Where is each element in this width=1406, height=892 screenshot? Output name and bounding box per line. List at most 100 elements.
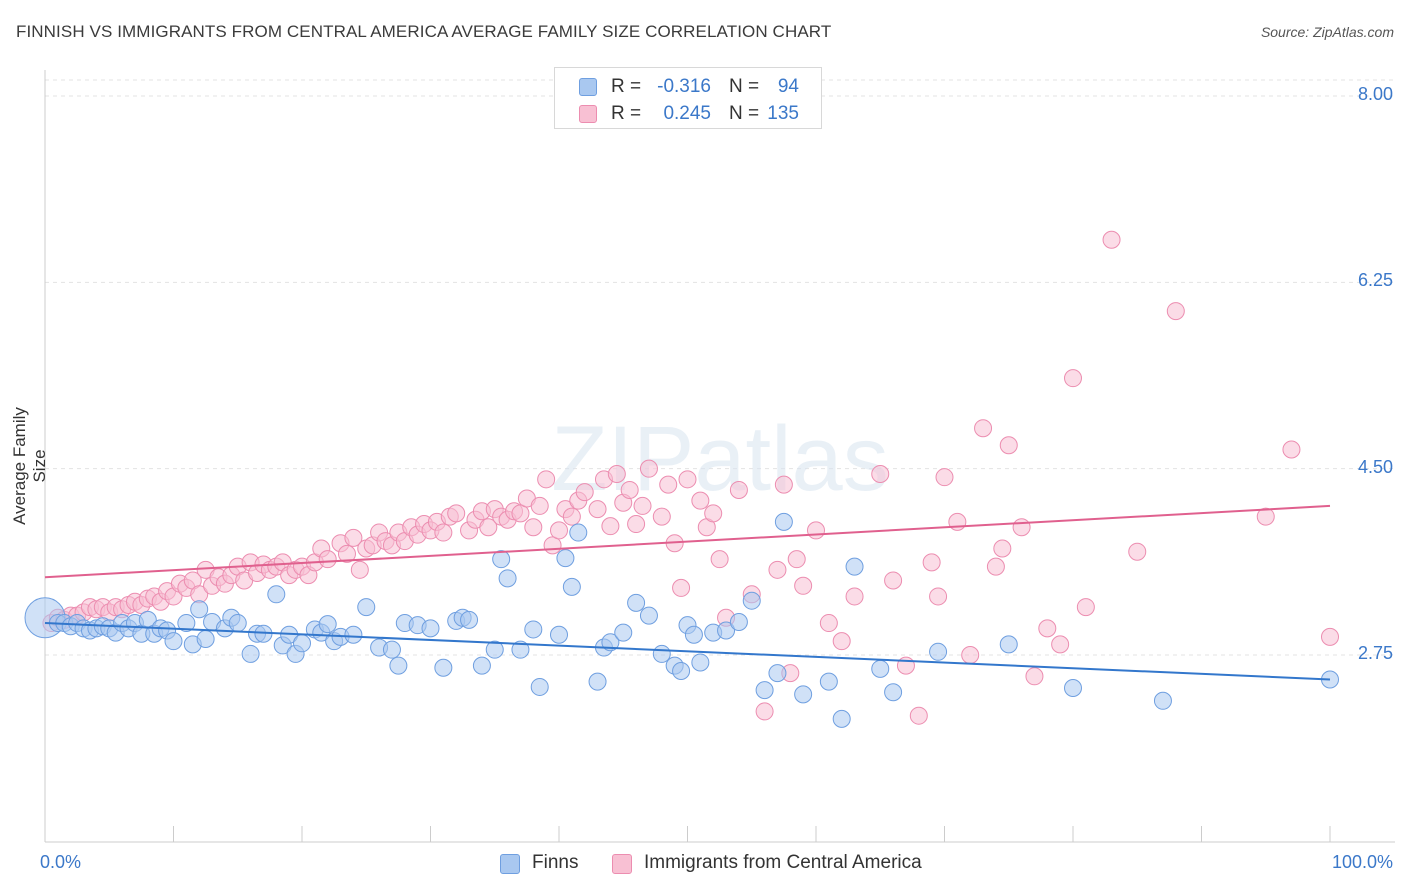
finns-point: [672, 661, 691, 680]
immigrants-swatch: [579, 105, 597, 123]
immigrants-point: [620, 480, 639, 499]
chart-title: FINNISH VS IMMIGRANTS FROM CENTRAL AMERI…: [16, 22, 832, 41]
finns-point: [460, 610, 479, 629]
immigrants-point: [434, 523, 453, 542]
immigrants-point: [710, 550, 729, 569]
immigrants-point: [627, 515, 646, 534]
r-label: R =: [611, 103, 642, 124]
finns-swatch: [579, 78, 597, 96]
finns-point: [742, 591, 761, 610]
series-immigrants-central-america: [42, 230, 1339, 725]
immigrants-point: [1051, 635, 1070, 654]
immigrants-point: [1012, 518, 1031, 537]
finns-point: [884, 683, 903, 702]
finns-point: [684, 625, 703, 644]
finns-point: [190, 600, 209, 619]
immigrants-point: [1282, 440, 1301, 459]
immigrants-point: [774, 475, 793, 494]
n-value: 135: [767, 103, 799, 124]
immigrants-point: [1102, 230, 1121, 249]
immigrants-point: [974, 419, 993, 438]
axes: [44, 70, 1395, 843]
n-label: N =: [729, 76, 760, 97]
finns-point: [550, 625, 568, 644]
r-value: -0.316: [657, 76, 711, 97]
x-tick-label-min: 0.0%: [40, 852, 82, 872]
source-note: Source: ZipAtlas.com: [1260, 24, 1394, 40]
immigrants-point: [755, 702, 774, 721]
immigrants-point: [1076, 598, 1095, 617]
immigrants-point: [999, 436, 1018, 455]
finns-point: [524, 620, 543, 639]
immigrants-point: [575, 483, 594, 502]
immigrants-point: [601, 517, 620, 536]
n-value: 94: [777, 76, 799, 97]
finns-point: [241, 644, 260, 663]
immigrants-point: [909, 706, 928, 725]
finns-point: [511, 640, 530, 659]
x-tick-label-max: 100.0%: [1331, 852, 1393, 872]
finns-point: [639, 606, 658, 625]
immigrants-point: [961, 646, 980, 664]
immigrants-point: [537, 470, 556, 489]
immigrants-point: [794, 576, 813, 595]
finns-point: [627, 593, 646, 612]
immigrants-point: [344, 528, 363, 547]
stats-row-finns: R = -0.316 N = 94: [555, 73, 821, 101]
finns-point: [492, 550, 511, 569]
finns-point: [832, 709, 851, 728]
immigrants-point: [1128, 542, 1147, 561]
immigrants-point: [659, 475, 678, 494]
immigrants-point: [530, 496, 549, 515]
n-label: N =: [729, 103, 760, 124]
legend-label: Immigrants from Central America: [644, 852, 922, 873]
trend-lines: [44, 504, 1331, 681]
finns-point: [196, 630, 215, 649]
immigrants-point: [672, 578, 691, 597]
finns-point: [691, 653, 710, 672]
immigrants-point: [633, 496, 652, 515]
correlation-stats-box: R = -0.316 N = 94 R = 0.245 N = 135: [554, 67, 822, 129]
finns-point: [729, 612, 748, 631]
immigrants-point: [1064, 369, 1082, 388]
finns-point: [569, 523, 588, 542]
immigrants-point: [1038, 619, 1057, 638]
r-label: R =: [611, 76, 642, 97]
finns-point: [485, 640, 504, 659]
finns-point: [871, 659, 890, 678]
finns-point: [357, 598, 376, 617]
watermark: ZIPatlas: [551, 408, 888, 510]
immigrants-point: [607, 464, 626, 483]
immigrants-point: [350, 560, 369, 579]
finns-point: [774, 512, 793, 531]
immigrants-point: [447, 504, 466, 523]
finns-point: [929, 642, 948, 661]
finns-point: [588, 672, 607, 691]
immigrants-point: [935, 468, 954, 487]
finns-point: [614, 623, 633, 642]
finns-point: [601, 633, 620, 652]
immigrants-point: [562, 507, 581, 526]
finns-point: [382, 640, 401, 659]
finns-point: [472, 656, 491, 675]
immigrants-point: [550, 521, 568, 540]
finns-point: [267, 585, 286, 604]
y-tick-label: 8.00: [1357, 84, 1393, 104]
immigrants-point: [678, 470, 697, 489]
finns-trend-line: [44, 622, 1331, 681]
finns-point: [164, 632, 183, 651]
immigrants-point: [986, 557, 1005, 576]
y-tick-label: 4.50: [1357, 456, 1393, 477]
finns-point: [421, 619, 440, 638]
immigrants-point: [832, 632, 851, 651]
immigrants-point: [729, 480, 748, 499]
finns-point: [177, 614, 196, 633]
series-finns: [24, 512, 1339, 728]
immigrants-point: [588, 500, 607, 519]
stats-row-immigrants: R = 0.245 N = 135: [555, 100, 821, 128]
immigrants-point: [1166, 302, 1185, 321]
finns-point: [819, 672, 838, 691]
finns-point: [228, 614, 247, 633]
finns-point: [556, 549, 575, 568]
